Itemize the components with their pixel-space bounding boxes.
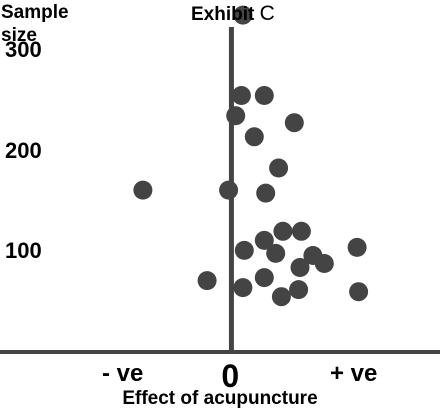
x-axis-label: Effect of acupuncture — [122, 388, 318, 409]
data-point-17 — [314, 254, 334, 273]
data-point-20 — [254, 268, 274, 288]
x-tick-label-negative: - ve — [102, 360, 144, 387]
data-point-13 — [254, 230, 274, 250]
data-point-12 — [291, 221, 311, 241]
y-tick-label-300: 300 — [5, 37, 42, 63]
data-point-24 — [271, 287, 291, 307]
x-tick-label-zero: 0 — [221, 358, 240, 394]
data-point-14 — [234, 240, 254, 260]
data-point-22 — [233, 278, 253, 298]
chart-title: Exhibit C — [191, 3, 275, 24]
data-point-18 — [290, 258, 310, 277]
data-point-23 — [289, 280, 309, 300]
y-axis-title-line-2: size — [1, 25, 37, 46]
data-point-10 — [256, 183, 276, 203]
data-point-2 — [231, 86, 251, 105]
data-point-5 — [284, 113, 304, 133]
data-point-6 — [244, 127, 264, 147]
data-point-8 — [133, 180, 153, 200]
data-point-21 — [197, 271, 217, 291]
y-tick-label-200: 200 — [5, 137, 42, 163]
chart-title-suffix: C — [259, 2, 275, 25]
data-point-1 — [233, 5, 253, 25]
data-point-19 — [347, 237, 367, 257]
data-point-7 — [269, 158, 289, 178]
y-tick-label-100: 100 — [5, 238, 42, 264]
data-point-9 — [219, 180, 239, 200]
data-point-11 — [273, 221, 293, 241]
x-tick-label-positive: + ve — [330, 360, 378, 387]
y-axis-title-line-1: Sample — [1, 2, 69, 23]
chart-title-text: Exhibit — [191, 4, 255, 25]
data-point-3 — [254, 86, 274, 105]
data-point-15 — [266, 243, 286, 263]
points-layer — [133, 5, 369, 307]
data-point-25 — [349, 282, 369, 302]
